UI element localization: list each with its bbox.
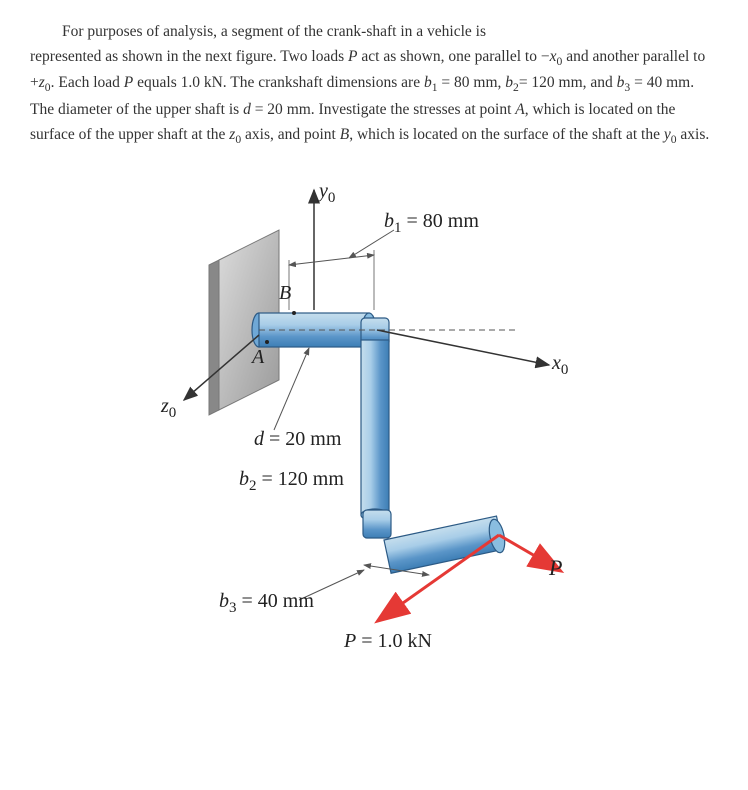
text-line-7: axis. <box>680 126 709 143</box>
text-line-6: shaft at the z0 axis, and point B, which… <box>157 126 680 143</box>
b3-label: b3 = 40 mm <box>219 590 314 617</box>
point-A-dot <box>265 340 269 344</box>
x0-label: x0 <box>552 352 568 379</box>
elbow-joint-2 <box>363 510 391 538</box>
A-label: A <box>252 346 264 369</box>
B-label: B <box>279 282 291 305</box>
x0-axis <box>377 330 549 365</box>
d-label: d = 20 mm <box>254 428 341 451</box>
text-line-2: represented as shown in the next figure.… <box>30 48 566 65</box>
b1-label: b1 = 80 mm <box>384 210 479 237</box>
problem-statement: For purposes of analysis, a segment of t… <box>30 20 718 150</box>
point-B-dot <box>292 311 296 315</box>
vertical-shaft <box>361 340 389 515</box>
text-line-1: For purposes of analysis, a segment of t… <box>30 20 718 45</box>
dim-b1 <box>289 255 374 265</box>
b2-label: b2 = 120 mm <box>239 468 344 495</box>
crankshaft-svg <box>149 170 599 690</box>
P-label: P <box>549 555 562 581</box>
P-equation-label: P = 1.0 kN <box>344 630 432 653</box>
crankshaft-figure: y0 b1 = 80 mm B A x0 z0 d = 20 mm b2 = 1… <box>149 170 599 690</box>
y0-label: y0 <box>319 180 335 207</box>
z0-label: z0 <box>161 395 176 422</box>
wall-side <box>209 260 219 415</box>
